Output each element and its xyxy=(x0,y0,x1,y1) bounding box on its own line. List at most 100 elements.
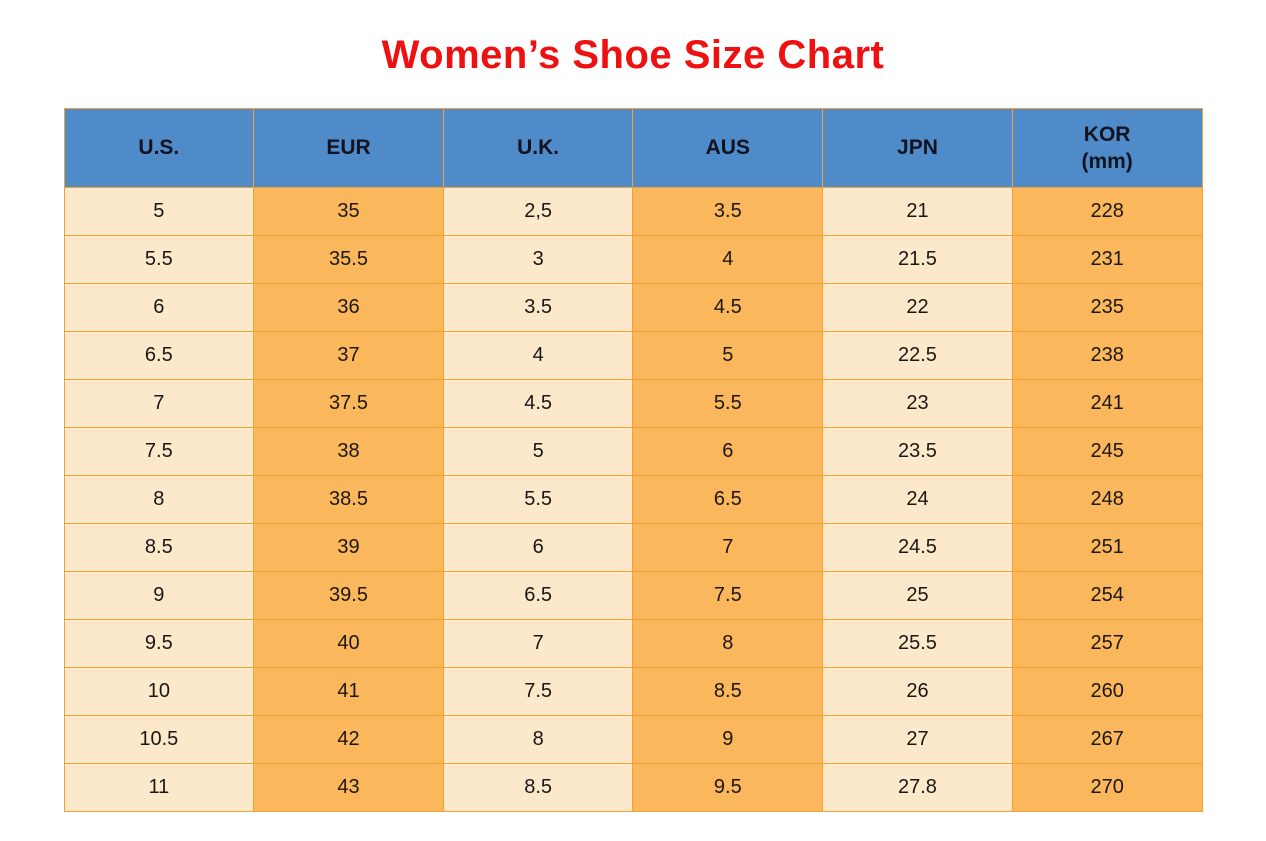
table-row: 11 43 8.5 9.5 27.8 270 xyxy=(63,763,1203,812)
header-label: U.K. xyxy=(517,136,560,159)
header-cell-aus: AUS xyxy=(632,108,824,188)
table-cell: 5 xyxy=(632,331,824,380)
table-cell: 42 xyxy=(253,715,444,764)
header-cell-kor: KOR (mm) xyxy=(1011,108,1203,188)
table-cell: 9 xyxy=(632,715,824,764)
table-row: 9.5 40 7 8 25.5 257 xyxy=(63,619,1203,668)
header-label: KOR xyxy=(1083,122,1131,146)
table-cell: 6 xyxy=(632,427,824,476)
table-cell: 260 xyxy=(1011,667,1203,716)
table-cell: 3 xyxy=(442,235,634,284)
table-cell: 257 xyxy=(1011,619,1203,668)
table-cell: 251 xyxy=(1011,523,1203,572)
table-cell: 6.5 xyxy=(632,475,824,524)
table-cell: 6.5 xyxy=(442,571,634,620)
table-cell: 7.5 xyxy=(442,667,634,716)
table-cell: 39 xyxy=(253,523,444,572)
table-cell: 8.5 xyxy=(63,523,255,572)
header-label: AUS xyxy=(705,136,750,159)
table-cell: 41 xyxy=(253,667,444,716)
table-row: 7.5 38 5 6 23.5 245 xyxy=(63,427,1203,476)
table-row: 8 38.5 5.5 6.5 24 248 xyxy=(63,475,1203,524)
table-cell: 36 xyxy=(253,283,444,332)
table-cell: 7.5 xyxy=(632,571,824,620)
table-cell: 5 xyxy=(63,187,255,236)
table-cell: 11 xyxy=(63,763,255,812)
table-cell: 4 xyxy=(442,331,634,380)
table-cell: 7 xyxy=(442,619,634,668)
table-cell: 35.5 xyxy=(253,235,444,284)
table-cell: 6 xyxy=(442,523,634,572)
size-table-body: 5 35 2,5 3.5 21 228 5.5 35.5 3 4 21.5 231 6 36 3.5 4.5 2… xyxy=(63,187,1203,812)
table-cell: 5.5 xyxy=(442,475,634,524)
table-cell: 4.5 xyxy=(442,379,634,428)
table-cell: 37.5 xyxy=(253,379,444,428)
table-cell: 26 xyxy=(822,667,1013,716)
header-cell-us: U.S. xyxy=(63,108,255,188)
table-cell: 9.5 xyxy=(632,763,824,812)
table-cell: 37 xyxy=(253,331,444,380)
table-cell: 40 xyxy=(253,619,444,668)
table-cell: 5.5 xyxy=(632,379,824,428)
header-cell-eur: EUR xyxy=(253,108,444,188)
header-label: EUR xyxy=(326,136,371,159)
table-cell: 7 xyxy=(63,379,255,428)
table-cell: 270 xyxy=(1011,763,1203,812)
table-cell: 25 xyxy=(822,571,1013,620)
table-row: 10 41 7.5 8.5 26 260 xyxy=(63,667,1203,716)
table-cell: 5 xyxy=(442,427,634,476)
table-cell: 245 xyxy=(1011,427,1203,476)
table-cell: 3.5 xyxy=(632,187,824,236)
table-cell: 38 xyxy=(253,427,444,476)
table-cell: 8 xyxy=(63,475,255,524)
table-cell: 10.5 xyxy=(63,715,255,764)
header-cell-jpn: JPN xyxy=(822,108,1013,188)
header-sublabel: (mm) xyxy=(1081,149,1133,173)
table-cell: 21 xyxy=(822,187,1013,236)
table-row: 6.5 37 4 5 22.5 238 xyxy=(63,331,1203,380)
table-row: 9 39.5 6.5 7.5 25 254 xyxy=(63,571,1203,620)
header-label: JPN xyxy=(897,136,938,159)
header-label: U.S. xyxy=(138,136,180,159)
table-row: 10.5 42 8 9 27 267 xyxy=(63,715,1203,764)
table-cell: 228 xyxy=(1011,187,1203,236)
header-cell-uk: U.K. xyxy=(442,108,634,188)
table-row: 8.5 39 6 7 24.5 251 xyxy=(63,523,1203,572)
table-cell: 3.5 xyxy=(442,283,634,332)
table-cell: 7 xyxy=(632,523,824,572)
table-cell: 9.5 xyxy=(63,619,255,668)
table-cell: 7.5 xyxy=(63,427,255,476)
table-cell: 254 xyxy=(1011,571,1203,620)
table-cell: 235 xyxy=(1011,283,1203,332)
table-cell: 6.5 xyxy=(63,331,255,380)
table-cell: 4 xyxy=(632,235,824,284)
table-cell: 21.5 xyxy=(822,235,1013,284)
table-cell: 27.8 xyxy=(822,763,1013,812)
table-cell: 5.5 xyxy=(63,235,255,284)
table-header: U.S. EUR U.K. AUS JPN KOR (mm) xyxy=(63,108,1203,188)
table-cell: 248 xyxy=(1011,475,1203,524)
table-row: 5 35 2,5 3.5 21 228 xyxy=(63,187,1203,236)
table-row: 6 36 3.5 4.5 22 235 xyxy=(63,283,1203,332)
table-cell: 43 xyxy=(253,763,444,812)
table-cell: 4.5 xyxy=(632,283,824,332)
shoe-size-table: U.S. EUR U.K. AUS JPN KOR (mm) 5 35 2,5 3.5… xyxy=(63,108,1203,812)
table-cell: 8.5 xyxy=(442,763,634,812)
table-cell: 8.5 xyxy=(632,667,824,716)
table-cell: 238 xyxy=(1011,331,1203,380)
table-row: 5.5 35.5 3 4 21.5 231 xyxy=(63,235,1203,284)
table-cell: 22 xyxy=(822,283,1013,332)
table-cell: 35 xyxy=(253,187,444,236)
header-row: U.S. EUR U.K. AUS JPN KOR (mm) xyxy=(63,108,1203,188)
table-cell: 6 xyxy=(63,283,255,332)
table-cell: 23 xyxy=(822,379,1013,428)
table-cell: 2,5 xyxy=(442,187,634,236)
table-cell: 24.5 xyxy=(822,523,1013,572)
table-cell: 39.5 xyxy=(253,571,444,620)
page-title: Women’s Shoe Size Chart xyxy=(381,33,885,77)
table-cell: 267 xyxy=(1011,715,1203,764)
table-cell: 27 xyxy=(822,715,1013,764)
table-cell: 8 xyxy=(442,715,634,764)
table-cell: 25.5 xyxy=(822,619,1013,668)
